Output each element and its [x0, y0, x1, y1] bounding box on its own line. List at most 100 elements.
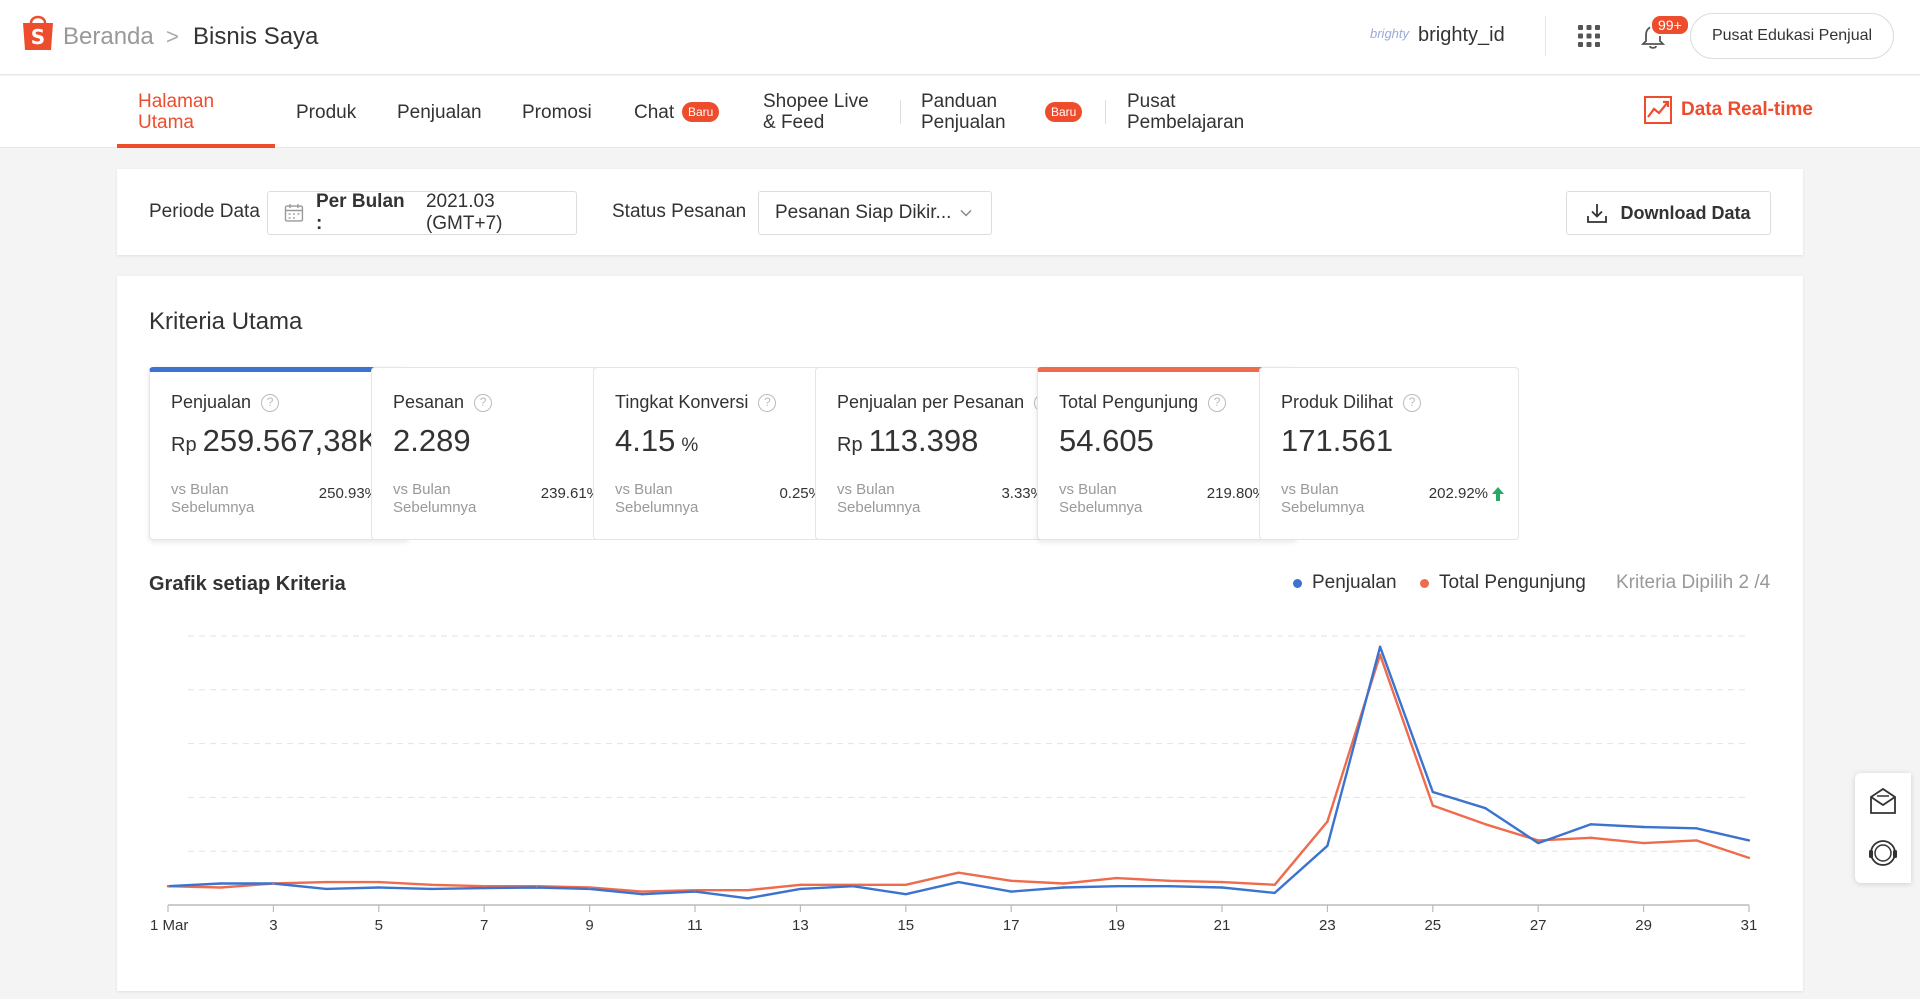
change-value: 239.61% [540, 485, 600, 502]
tab-chat[interactable]: Chat [634, 102, 675, 123]
comparison-line: vs Bulan [615, 481, 673, 498]
currency-prefix: Rp [171, 434, 197, 456]
change-value: 0.25% [779, 485, 822, 502]
metric-card-penjualan[interactable]: Penjualan ? Rp 259.567,38K vs Bulan Sebe… [149, 367, 409, 540]
data-point-total-pengunjung [324, 880, 328, 884]
data-point-total-pengunjung [1537, 839, 1540, 842]
x-tick-label: 11 [687, 917, 703, 934]
breadcrumb-home[interactable]: Beranda [63, 23, 154, 50]
metric-label: Tingkat Konversi ? [615, 392, 777, 413]
data-point-total-pengunjung [430, 883, 433, 886]
order-status-select[interactable]: Pesanan Siap Dikir... [758, 191, 992, 235]
data-point-penjualan [1273, 891, 1276, 895]
period-type: Per Bulan : [315, 191, 405, 234]
data-point-total-pengunjung [904, 883, 907, 886]
legend-penjualan[interactable]: Penjualan [1293, 572, 1397, 594]
currency-prefix: Rp [837, 434, 863, 456]
help-icon[interactable]: ? [758, 393, 777, 412]
arrow-up-icon [1492, 486, 1504, 501]
metric-card-pesanan[interactable]: Pesanan ? 2.289 vs Bulan Sebelumnya 239.… [371, 367, 631, 540]
x-tick-label: 21 [1214, 917, 1231, 934]
tab-promosi[interactable]: Promosi [522, 102, 592, 123]
change-value: 250.93% [318, 485, 378, 502]
username[interactable]: brighty_id [1418, 24, 1505, 46]
metric-value: 54.605 [1059, 423, 1154, 459]
comparison-line: Sebelumnya [1281, 499, 1365, 516]
metric-value: 2.289 [393, 423, 471, 459]
data-point-penjualan [1378, 645, 1382, 648]
metric-number: 259.567,38K [202, 423, 379, 458]
tab-label: Pembelajaran [1127, 112, 1245, 133]
comparison-label: vs Bulan Sebelumnya [1281, 481, 1381, 517]
help-icon[interactable]: ? [474, 393, 493, 412]
help-icon[interactable]: ? [261, 393, 280, 412]
metric-value: Rp 113.398 [837, 423, 978, 459]
data-point-penjualan [1537, 841, 1540, 845]
help-icon[interactable]: ? [1208, 393, 1227, 412]
tab-label: Shopee Live [763, 91, 869, 112]
change-indicator: 202.92% [1429, 485, 1504, 502]
data-point-total-pengunjung [272, 882, 275, 885]
data-point-total-pengunjung [1484, 823, 1487, 826]
metric-card-total-pengunjung[interactable]: Total Pengunjung ? 54.605 vs Bulan Sebel… [1037, 367, 1297, 540]
series-line-penjualan [167, 645, 1750, 900]
data-point-penjualan [377, 886, 380, 889]
data-point-penjualan [219, 882, 222, 885]
download-label: Download Data [1620, 202, 1751, 223]
realtime-data-link[interactable]: Data Real-time [1643, 94, 1813, 126]
data-point-penjualan [1010, 890, 1013, 893]
metric-number: 54.605 [1059, 423, 1154, 458]
metric-card-produk-dilihat[interactable]: Produk Dilihat ? 171.561 vs Bulan Sebelu… [1259, 367, 1519, 540]
tab-penjualan[interactable]: Penjualan [397, 102, 482, 123]
metric-value: 4.15 % [615, 423, 698, 459]
filter-bar: Periode Data Per Bulan : 2021.03 (GMT+7)… [117, 169, 1803, 255]
period-value: 2021.03 (GMT+7) [425, 191, 503, 234]
metric-label: Total Pengunjung ? [1059, 392, 1227, 413]
period-picker[interactable]: Per Bulan : 2021.03 (GMT+7) [267, 191, 577, 235]
mail-icon[interactable] [1867, 785, 1899, 817]
shopee-logo-icon[interactable]: S [20, 12, 56, 52]
data-point-total-pengunjung [535, 885, 539, 888]
comparison-line: Sebelumnya [171, 499, 255, 516]
tab-pusat-pembelajaran[interactable]: Pusat Pembelajaran [1127, 91, 1244, 133]
data-point-total-pengunjung [1747, 856, 1751, 860]
trend-chart-icon [1644, 96, 1672, 124]
download-data-button[interactable]: Download Data [1566, 191, 1771, 235]
data-point-total-pengunjung [693, 889, 697, 892]
data-point-total-pengunjung [1642, 841, 1645, 845]
data-point-penjualan [324, 887, 328, 891]
metric-card-penjualan-per-pesanan[interactable]: Penjualan per Pesanan ? Rp 113.398 vs Bu… [815, 367, 1075, 540]
data-point-total-pengunjung [483, 885, 486, 888]
customer-service-icon[interactable] [1867, 837, 1899, 869]
realtime-label: Data Real-time [1681, 99, 1813, 120]
change-value: 219.80% [1206, 485, 1266, 502]
tab-panduan-penjualan[interactable]: Panduan Penjualan [921, 91, 1006, 133]
apps-grid-icon[interactable] [1578, 25, 1600, 47]
data-point-penjualan [1168, 885, 1171, 888]
section-title: Kriteria Utama [149, 308, 303, 335]
comparison-line: Sebelumnya [393, 499, 477, 516]
comparison-label: vs Bulan Sebelumnya [171, 481, 271, 517]
tab-produk[interactable]: Produk [296, 102, 357, 123]
metric-number: 2.289 [393, 423, 471, 458]
breadcrumb-current: Bisnis Saya [193, 23, 319, 50]
data-point-total-pengunjung [851, 883, 855, 886]
data-point-total-pengunjung [957, 871, 960, 874]
tab-shopee-live[interactable]: Shopee Live & Feed [763, 91, 869, 133]
metric-label-text: Produk Dilihat [1281, 392, 1394, 412]
seller-education-button[interactable]: Pusat Edukasi Penjual [1690, 13, 1894, 59]
tab-halaman-utama[interactable]: Halaman Utama [138, 91, 214, 133]
download-icon [1587, 204, 1608, 223]
legend-dot [1420, 578, 1429, 588]
x-tick-label: 3 [269, 917, 277, 934]
active-tab-indicator [117, 144, 275, 148]
help-icon[interactable]: ? [1403, 393, 1422, 412]
comparison-label: vs Bulan Sebelumnya [393, 481, 493, 517]
data-point-total-pengunjung [1010, 879, 1013, 882]
x-tick-label: 1 Mar [150, 917, 188, 934]
metric-card-tingkat-konversi[interactable]: Tingkat Konversi ? 4.15 % vs Bulan Sebel… [593, 367, 853, 540]
legend-total-pengunjung[interactable]: Total Pengunjung [1420, 572, 1586, 594]
data-point-total-pengunjung [1115, 876, 1118, 880]
metric-label-text: Tingkat Konversi [615, 392, 749, 412]
tab-label: Pusat [1127, 91, 1176, 112]
